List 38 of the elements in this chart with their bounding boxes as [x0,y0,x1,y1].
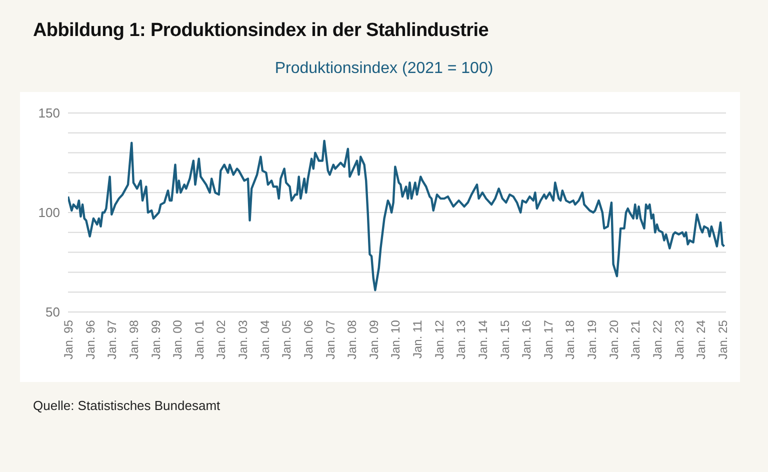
chart-title: Abbildung 1: Produktionsindex in der Stahlindustrie [33,20,488,42]
x-tick-label: Jan. 09 [366,320,381,360]
x-tick-label: Jan. 22 [650,320,664,360]
source-note: Quelle: Statistisches Bundesamt [33,398,220,413]
y-tick-label: 150 [38,106,60,121]
x-tick-label: Jan. 02 [214,320,228,360]
x-tick-label: Jan. 04 [258,320,272,360]
x-tick-label: Jan. 19 [585,320,600,360]
x-tick-label: Jan. 25 [716,320,730,360]
x-tick-label: Jan. 98 [126,320,141,360]
x-tick-label: Jan. 18 [563,320,578,360]
x-tick-label: Jan. 01 [192,320,206,360]
x-tick-label: Jan. 24 [694,320,708,360]
x-tick-label: Jan. 07 [323,320,338,360]
x-tick-label: Jan. 10 [388,320,403,360]
x-tick-label: Jan. 23 [672,320,686,360]
x-tick-label: Jan. 96 [83,320,98,360]
x-tick-label: Jan. 95 [62,320,76,360]
x-tick-label: Jan. 16 [520,320,534,360]
x-tick-label: Jan. 15 [498,320,512,360]
line-series [68,140,726,292]
y-tick-label: 100 [38,205,60,220]
x-tick-label: Jan. 97 [105,320,120,360]
y-tick-label: 50 [46,304,60,320]
x-tick-label: Jan. 00 [170,320,185,360]
x-tick-label: Jan. 05 [280,320,294,360]
x-tick-label: Jan. 20 [606,320,621,360]
x-tick-label: Jan. 13 [454,320,468,360]
x-tick-label: Jan. 08 [345,320,360,360]
chart-subtitle: Produktionsindex (2021 = 100) [274,60,494,78]
x-tick-label: Jan. 99 [148,320,163,360]
x-tick-label: Jan. 11 [410,320,425,358]
x-tick-label: Jan. 14 [476,320,490,360]
x-tick-label: Jan. 17 [541,320,556,360]
x-tick-label: Jan. 03 [236,320,250,360]
x-tick-label: Jan. 12 [432,320,446,360]
x-tick-label: Jan. 06 [301,320,316,360]
x-tick-label: Jan. 21 [628,320,643,360]
